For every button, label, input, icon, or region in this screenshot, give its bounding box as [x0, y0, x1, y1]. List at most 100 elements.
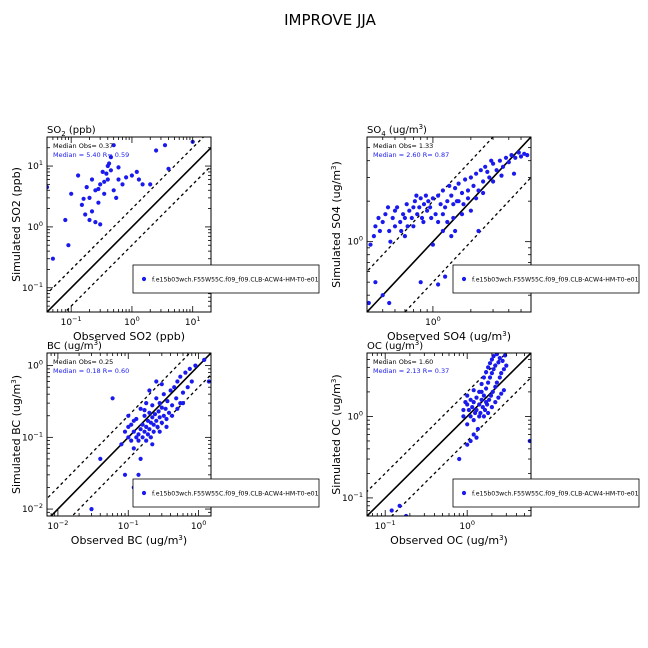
label-subscript: 4 [381, 130, 386, 138]
data-point [116, 165, 121, 170]
data-point [497, 356, 502, 361]
data-point [161, 392, 166, 397]
data-point [506, 160, 511, 165]
data-point [111, 143, 116, 148]
data-point [496, 395, 501, 400]
data-point [486, 380, 491, 385]
y-tick-label: 100 [27, 220, 43, 233]
tick-exponent: −2 [33, 502, 43, 510]
data-point [136, 472, 141, 477]
data-point [445, 199, 450, 204]
data-point [380, 293, 385, 298]
label-superscript: 3 [178, 534, 182, 542]
tick-exponent: −1 [33, 281, 43, 289]
data-point [479, 381, 484, 387]
data-point [120, 182, 125, 187]
data-point [376, 215, 381, 221]
y-tick-label: 100 [347, 409, 363, 422]
data-point [136, 438, 141, 443]
x-axis-label: Observed SO4 (ug/m3) [387, 330, 511, 343]
data-point [387, 300, 392, 306]
tick-base: 10 [27, 162, 39, 172]
data-point [47, 185, 50, 190]
data-point [456, 181, 461, 186]
stats-median-sim: Median = 2.13 R= 0.37 [373, 367, 449, 375]
data-point [525, 153, 530, 158]
legend-marker [461, 490, 467, 496]
data-point [150, 442, 155, 447]
data-point [468, 208, 473, 213]
data-point [87, 195, 92, 200]
axis-ticks [366, 136, 532, 313]
data-point [178, 374, 183, 379]
stats-median-sim: Median = 2.60 R= 0.87 [373, 151, 449, 159]
data-point [129, 422, 134, 427]
label-base: SO [47, 125, 61, 136]
data-point [459, 212, 465, 217]
data-point [500, 358, 505, 363]
data-point [426, 199, 431, 204]
data-point [154, 148, 159, 153]
label-base: Observed SO4 (ug/m [387, 330, 502, 343]
data-point [474, 395, 479, 400]
data-point [440, 188, 445, 193]
data-point [503, 155, 509, 160]
tick-base: 10 [375, 522, 387, 532]
data-point [79, 202, 84, 207]
data-point [471, 183, 476, 188]
data-points [47, 139, 195, 261]
label-superscript: 3 [94, 339, 98, 347]
label-base: Simulated OC (ug/m [330, 383, 343, 495]
data-point [166, 410, 172, 415]
data-point [481, 179, 486, 184]
data-point [481, 375, 486, 380]
data-point [140, 435, 145, 440]
data-point [108, 155, 113, 160]
data-point [475, 426, 480, 432]
data-points [389, 353, 531, 516]
data-point [150, 415, 155, 420]
data-point [157, 415, 162, 420]
data-point [474, 171, 479, 176]
tick-exponent: −2 [59, 519, 69, 527]
data-point [470, 405, 475, 410]
data-point [105, 177, 110, 182]
data-point [511, 171, 517, 176]
label-base: OC [367, 341, 382, 352]
label-close: ) [98, 341, 102, 352]
data-point [500, 164, 506, 169]
label-close: ) [504, 534, 508, 547]
label-base: Observed OC (ug/m [390, 534, 499, 547]
data-point [367, 300, 371, 306]
data-point [145, 432, 150, 437]
data-point [490, 389, 495, 394]
tick-exponent: −1 [72, 315, 82, 323]
data-point [159, 405, 164, 410]
data-point [518, 154, 524, 159]
x-tick-label: 10−1 [61, 315, 82, 328]
data-point [81, 196, 86, 201]
label-rest: (ppb) [66, 125, 96, 136]
data-point [377, 228, 382, 234]
data-point [161, 413, 166, 418]
data-point [468, 175, 473, 180]
data-point [494, 353, 499, 357]
data-point [392, 224, 398, 229]
data-point [147, 388, 152, 393]
data-point [131, 429, 136, 434]
data-point [504, 363, 509, 368]
data-point [428, 205, 433, 210]
data-point [468, 397, 473, 402]
data-point [418, 280, 423, 285]
legend-marker [141, 276, 147, 282]
data-point [477, 414, 482, 419]
x-axis-label: Observed OC (ug/m3) [390, 534, 508, 547]
data-point [496, 360, 501, 365]
data-point [461, 414, 466, 419]
legend: f.e15b03wch.F55W55C.f09_f09.CLB-ACW4-HM-… [132, 264, 320, 294]
reference-lines [367, 353, 531, 516]
